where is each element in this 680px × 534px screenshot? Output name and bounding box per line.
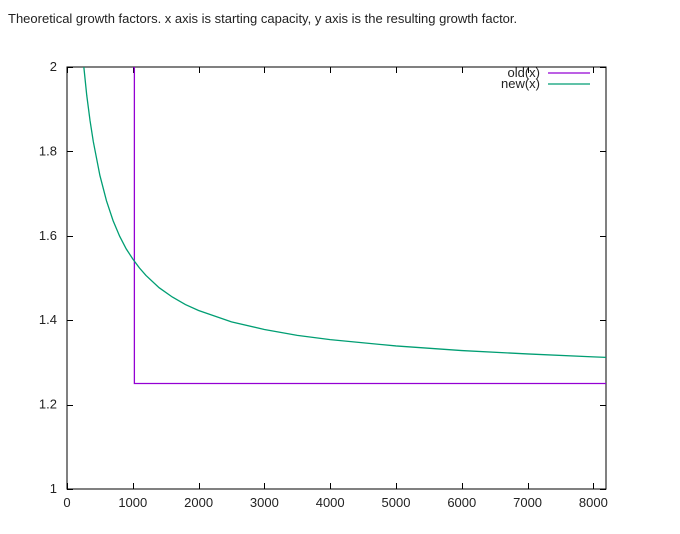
x-tick-label: 4000	[316, 495, 345, 510]
x-tick-label: 0	[63, 495, 70, 510]
x-tick-label: 3000	[250, 495, 279, 510]
y-tick-label: 1.6	[39, 228, 57, 243]
x-tick-label: 2000	[184, 495, 213, 510]
y-tick-label: 2	[50, 59, 57, 74]
x-tick-label: 8000	[579, 495, 608, 510]
legend-layer: old(x)new(x)	[501, 65, 590, 91]
x-tick-label: 5000	[382, 495, 411, 510]
y-tick-label: 1	[50, 481, 57, 496]
y-tick-label: 1.4	[39, 312, 57, 327]
x-tick-label: 6000	[447, 495, 476, 510]
y-tick-label: 1.2	[39, 397, 57, 412]
series-line-newx	[83, 67, 606, 358]
y-tick-label: 1.8	[39, 143, 57, 158]
axes-layer: 0 1000 2000 3000 4000 5000 6000 7000 8000 1 1.2 1.4…	[39, 59, 608, 510]
chart-caption: Theoretical growth factors. x axis is st…	[8, 11, 518, 26]
legend-label: old(x)	[507, 65, 540, 80]
x-tick-label: 1000	[118, 495, 147, 510]
plot-frame	[66, 66, 607, 490]
series-line-oldx	[132, 67, 606, 385]
series-layer	[83, 67, 606, 385]
legend-label: new(x)	[501, 76, 540, 91]
x-tick-label: 7000	[513, 495, 542, 510]
